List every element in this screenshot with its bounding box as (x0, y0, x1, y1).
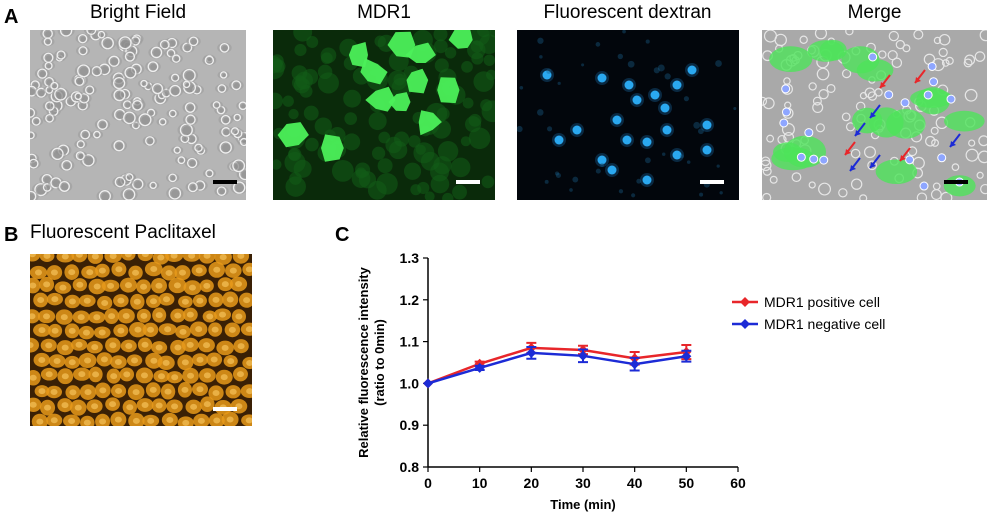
y-axis-label-line1: Relative fluorescence intensity (356, 266, 371, 458)
data-point (740, 297, 750, 307)
scale-bar (700, 180, 724, 184)
fluorescence-chart: 0.8 0.9 1.0 1.1 1.2 1.3 0 10 20 30 40 50 60 MDR1 pos… (356, 250, 885, 512)
y-tick-label: 1.3 (400, 250, 420, 266)
mdr1-title: MDR1 (357, 2, 411, 23)
panel-b-letter: B (4, 224, 19, 246)
series-0 (423, 341, 692, 389)
series-1 (423, 346, 692, 389)
x-axis-label: Time (min) (550, 497, 616, 512)
fluorescent-paclitaxel-title: Fluorescent Paclitaxel (30, 222, 216, 243)
data-point (681, 351, 692, 362)
x-tick-label: 20 (524, 475, 540, 491)
panel-a-letter: A (4, 6, 19, 28)
scale-bar (456, 180, 480, 184)
data-point (578, 350, 588, 361)
y-tick-label: 1.0 (400, 375, 420, 391)
data-point (740, 319, 750, 329)
data-point (423, 378, 433, 389)
data-point (629, 359, 640, 370)
legend-label: MDR1 negative cell (764, 316, 885, 332)
data-point (474, 362, 485, 373)
y-tick-label: 1.2 (400, 292, 420, 308)
bright-field-image (30, 30, 246, 200)
dextran-image (517, 30, 739, 200)
y-axis-label-line2: (ratio to 0min) (372, 319, 387, 406)
x-tick-label: 0 (424, 475, 432, 491)
x-tick-label: 60 (730, 475, 746, 491)
scale-bar (213, 407, 237, 411)
paclitaxel-image (30, 254, 252, 426)
panel-c-letter: C (335, 224, 350, 246)
merge-image (762, 30, 987, 200)
x-tick-label: 10 (472, 475, 488, 491)
bright-field-title: Bright Field (89, 2, 187, 23)
series-line (427, 346, 687, 385)
x-tick-label: 40 (627, 475, 643, 491)
x-tick-label: 30 (575, 475, 591, 491)
x-tick-label: 50 (679, 475, 695, 491)
y-tick-label: 0.9 (400, 417, 420, 433)
merge-title: Merge (847, 2, 902, 23)
legend-label: MDR1 positive cell (764, 294, 880, 310)
scale-bar (944, 180, 968, 184)
scale-bar (213, 180, 237, 184)
y-tick-label: 0.8 (400, 459, 420, 475)
fluorescent-dextran-title: Fluorescent dextran (543, 2, 712, 23)
data-point (526, 347, 537, 358)
series-line (427, 351, 687, 385)
mdr1-image (273, 30, 495, 200)
y-tick-label: 1.1 (400, 334, 420, 350)
